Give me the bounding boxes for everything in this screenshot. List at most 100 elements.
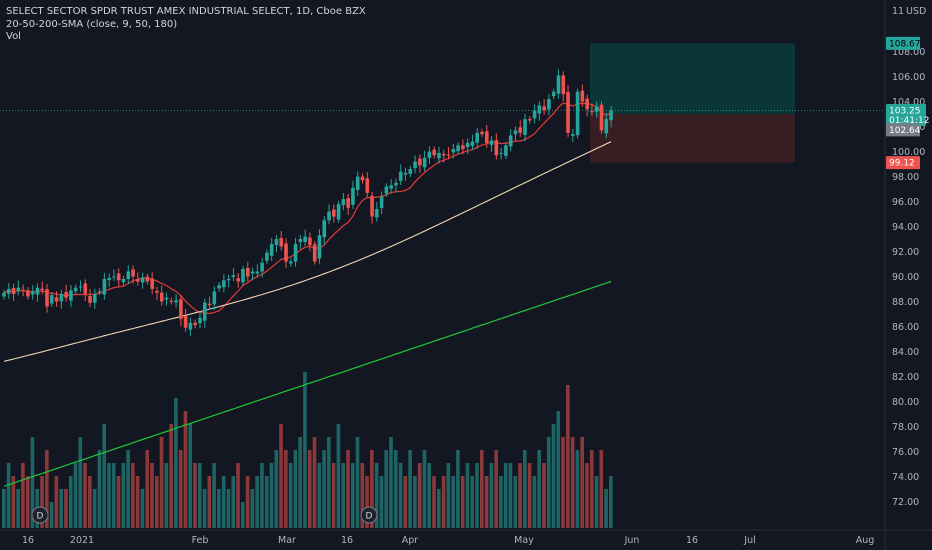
candle — [126, 265, 131, 285]
candle — [375, 201, 379, 222]
dividend-badge[interactable] — [31, 506, 49, 524]
volume-bar — [21, 463, 25, 528]
candle-body — [575, 91, 580, 136]
stop-zone[interactable] — [590, 114, 795, 163]
candle — [384, 183, 389, 197]
volume-bar — [150, 463, 154, 528]
candle — [332, 204, 336, 223]
volume-bar — [250, 489, 255, 528]
candle-body — [121, 278, 126, 283]
candle — [231, 268, 236, 282]
candle — [566, 85, 570, 137]
candle — [179, 295, 183, 327]
volume-bar — [11, 476, 16, 528]
candle-body — [365, 178, 370, 193]
currency-label[interactable]: USD — [906, 6, 926, 17]
candle-body — [413, 161, 417, 169]
candle — [346, 193, 350, 215]
volume-bar — [336, 424, 341, 528]
candle-body — [394, 182, 398, 186]
candle-body — [513, 130, 518, 135]
symbol-title[interactable]: SELECT SECTOR SPDR TRUST AMEX INDUSTRIAL… — [6, 6, 366, 17]
candle — [16, 280, 21, 296]
candle-body — [384, 186, 389, 194]
time-tick-label: Jul — [743, 535, 755, 546]
candle-body — [83, 283, 88, 294]
candle-body — [446, 154, 451, 156]
candle — [351, 180, 355, 209]
volume-bar — [350, 463, 355, 528]
candle — [121, 275, 126, 286]
time-scale[interactable]: 16 2021 Feb Mar 16 Apr May Jun 16 Jul Aug — [0, 529, 932, 546]
candle — [159, 285, 164, 306]
candle — [140, 272, 145, 289]
volume-indicator-label[interactable]: Vol — [6, 31, 21, 42]
price-tick-label: 80.00 — [892, 397, 919, 408]
volume-bar — [523, 450, 527, 528]
candle-body — [528, 119, 532, 121]
candle-body — [566, 92, 570, 133]
candle-body — [116, 273, 121, 281]
price-tick-label: 106.00 — [892, 72, 925, 83]
volume-bar — [561, 437, 565, 528]
dividend-marker[interactable]: D — [31, 506, 49, 524]
indicator-count-label[interactable]: 11 — [892, 6, 904, 17]
candle-body — [112, 276, 116, 278]
candle — [465, 138, 470, 155]
previous-price-tag-bg — [886, 123, 920, 137]
volume-bar — [465, 463, 470, 528]
candle-body — [265, 252, 269, 261]
candle — [274, 234, 279, 253]
candle — [97, 288, 102, 296]
candle — [513, 126, 518, 142]
dividend-badge[interactable] — [360, 506, 378, 524]
candle-body — [437, 152, 441, 159]
candle — [202, 298, 207, 328]
volume-bar — [551, 424, 556, 528]
candle-body — [504, 145, 508, 156]
candle — [499, 147, 503, 160]
current-price-tag-bg — [886, 104, 926, 127]
volume-bar — [322, 450, 326, 528]
volume-bar — [499, 476, 503, 528]
candle — [69, 285, 73, 307]
volume-bar — [403, 476, 408, 528]
risk-reward-zones[interactable] — [0, 43, 885, 163]
candle — [155, 286, 159, 300]
candle — [260, 257, 264, 278]
volume-bar — [494, 450, 498, 528]
candle-body — [169, 300, 174, 302]
candle — [561, 71, 566, 102]
dividend-marker[interactable]: D — [360, 506, 378, 524]
volume-bar — [594, 476, 599, 528]
candle-body — [21, 289, 25, 291]
candle-body — [126, 271, 131, 279]
volume-bar — [6, 463, 11, 528]
candle — [571, 129, 575, 142]
candle-body — [293, 244, 298, 262]
chart-legend: SELECT SECTOR SPDR TRUST AMEX INDUSTRIAL… — [6, 6, 366, 44]
candle — [365, 172, 370, 198]
price-tick-label: 90.00 — [892, 272, 919, 283]
volume-bar — [609, 476, 613, 528]
candle-body — [422, 157, 427, 168]
candle-body — [298, 239, 303, 243]
candle-body — [355, 176, 360, 190]
candle-body — [609, 110, 613, 121]
volume-bar — [68, 476, 73, 528]
candle-body — [303, 236, 307, 243]
candle-body — [346, 198, 350, 208]
candle — [484, 125, 489, 148]
candle — [83, 279, 88, 302]
candle-body — [594, 106, 599, 112]
candle — [222, 274, 226, 293]
candle — [145, 273, 150, 285]
candle-body — [164, 297, 169, 300]
candle — [308, 232, 312, 252]
sma-indicator-label[interactable]: 20-50-200-SMA (close, 9, 50, 180) — [6, 18, 178, 30]
volume-bar — [231, 476, 236, 528]
target-zone[interactable] — [590, 43, 795, 115]
candle-body — [327, 211, 331, 221]
